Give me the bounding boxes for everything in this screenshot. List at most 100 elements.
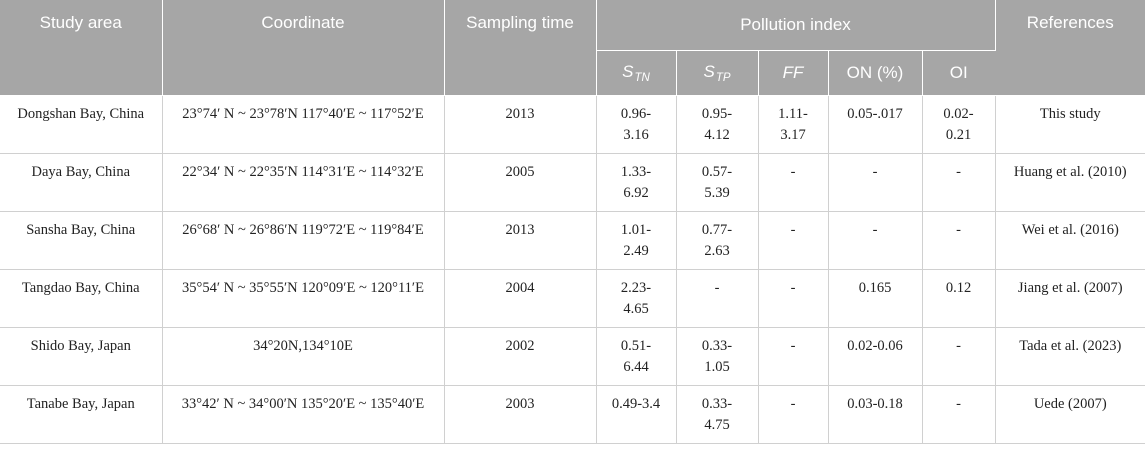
cell-on-line: 0.03-0.18 <box>847 396 903 412</box>
header-on: ON (%) <box>828 50 923 96</box>
cell-oi: - <box>922 153 996 212</box>
cell-ref: Uede (2007) <box>995 385 1145 444</box>
cell-ff-line: 3.17 <box>780 127 806 143</box>
cell-ref: Huang et al. (2010) <box>995 153 1145 212</box>
header-references: References <box>995 0 1145 96</box>
cell-stn-line: 1.33- <box>620 164 652 180</box>
cell-ff: - <box>758 153 829 212</box>
cell-stp-line: 0.95- <box>701 106 733 122</box>
cell-stn-line: 0.51- <box>620 338 652 354</box>
cell-ff-line: - <box>790 396 796 412</box>
cell-oi: 0.02- 0.21 <box>922 95 996 154</box>
cell-ff-line: - <box>790 222 796 238</box>
header-stp-main: S <box>703 62 715 81</box>
cell-stp-line: 0.77- <box>701 222 733 238</box>
cell-time: 2013 <box>444 95 597 154</box>
cell-stn-line: 1.01- <box>620 222 652 238</box>
cell-ref: Jiang et al. (2007) <box>995 269 1145 328</box>
cell-stp-line: 4.12 <box>704 127 730 143</box>
cell-stp-line: - <box>714 280 720 296</box>
cell-oi-line: - <box>956 222 961 238</box>
cell-coord: 34°20N,134°10E <box>162 327 445 386</box>
table-header: Study area Coordinate Sampling time Poll… <box>0 0 1145 96</box>
cell-stn-line: 0.49-3.4 <box>611 396 661 412</box>
cell-coord: 22°34′ N ~ 22°35′N 114°31′E ~ 114°32′E <box>162 153 445 212</box>
header-oi: OI <box>922 50 996 96</box>
cell-oi: - <box>922 385 996 444</box>
cell-stp: 0.77- 2.63 <box>676 211 759 270</box>
cell-ref: This study <box>995 95 1145 154</box>
cell-stp-line: 4.75 <box>704 417 730 433</box>
header-stn-main: S <box>622 62 634 81</box>
cell-oi: - <box>922 211 996 270</box>
cell-on-line: 0.165 <box>858 280 892 296</box>
cell-coord: 26°68′ N ~ 26°86′N 119°72′E ~ 119°84′E <box>162 211 445 270</box>
cell-stn-line: 6.92 <box>623 185 649 201</box>
cell-area: Daya Bay, China <box>0 153 163 212</box>
cell-on: 0.03-0.18 <box>828 385 923 444</box>
header-sampling-time: Sampling time <box>444 0 597 96</box>
cell-time: 2002 <box>444 327 597 386</box>
cell-oi-line: 0.12 <box>945 280 972 296</box>
header-pollution-index: Pollution index <box>596 0 996 51</box>
cell-area: Tanabe Bay, Japan <box>0 385 163 444</box>
header-ff: FF <box>758 50 829 96</box>
cell-stp-line: 2.63 <box>704 243 730 259</box>
cell-stp: 0.33- 1.05 <box>676 327 759 386</box>
cell-stp: 0.33- 4.75 <box>676 385 759 444</box>
cell-on: - <box>828 153 923 212</box>
cell-ff-line: - <box>790 338 796 354</box>
cell-stn-line: 0.96- <box>620 106 652 122</box>
cell-ff: - <box>758 211 829 270</box>
cell-stp-line: 0.33- <box>701 396 733 412</box>
cell-ref: Tada et al. (2023) <box>995 327 1145 386</box>
cell-on-line: 0.05-.017 <box>847 106 903 122</box>
cell-on: 0.02-0.06 <box>828 327 923 386</box>
cell-stp-line: 0.33- <box>701 338 733 354</box>
cell-ff: - <box>758 269 829 328</box>
cell-on-line: - <box>872 164 878 180</box>
cell-time: 2005 <box>444 153 597 212</box>
cell-ff-line: - <box>790 280 796 296</box>
cell-coord: 33°42′ N ~ 34°00′N 135°20′E ~ 135°40′E <box>162 385 445 444</box>
cell-time: 2013 <box>444 211 597 270</box>
header-stn-sub: TN <box>634 72 650 84</box>
cell-time: 2004 <box>444 269 597 328</box>
cell-stp: - <box>676 269 759 328</box>
cell-stn: 2.23- 4.65 <box>596 269 677 328</box>
table-row: Sansha Bay, China 26°68′ N ~ 26°86′N 119°… <box>0 211 1145 270</box>
cell-stp-line: 0.57- <box>701 164 733 180</box>
cell-oi-line: 0.02- <box>943 106 974 122</box>
cell-stn-line: 6.44 <box>623 359 649 375</box>
cell-on: 0.165 <box>828 269 923 328</box>
cell-ff: 1.11- 3.17 <box>758 95 829 154</box>
cell-stn: 0.51- 6.44 <box>596 327 677 386</box>
cell-stn: 0.49-3.4 <box>596 385 677 444</box>
cell-ff: - <box>758 385 829 444</box>
cell-oi: - <box>922 327 996 386</box>
table-row: Tanabe Bay, Japan 33°42′ N ~ 34°00′N 135°… <box>0 385 1145 444</box>
header-stn: STN <box>596 50 677 96</box>
cell-stn: 1.33- 6.92 <box>596 153 677 212</box>
cell-ff: - <box>758 327 829 386</box>
cell-on-line: - <box>872 222 878 238</box>
cell-area: Tangdao Bay, China <box>0 269 163 328</box>
header-stp-sub: TP <box>715 72 731 84</box>
cell-oi-line: - <box>956 396 961 412</box>
cell-on-line: 0.02-0.06 <box>847 338 903 354</box>
cell-time: 2003 <box>444 385 597 444</box>
cell-area: Sansha Bay, China <box>0 211 163 270</box>
table-body: Dongshan Bay, China 23°74′ N ~ 23°78′N 11… <box>0 95 1145 444</box>
cell-coord: 23°74′ N ~ 23°78′N 117°40′E ~ 117°52′E <box>162 95 445 154</box>
cell-ff-line: - <box>790 164 796 180</box>
cell-area: Dongshan Bay, China <box>0 95 163 154</box>
cell-stp: 0.57- 5.39 <box>676 153 759 212</box>
header-coordinate: Coordinate <box>162 0 445 96</box>
cell-stn-line: 2.49 <box>623 243 649 259</box>
header-study-area: Study area <box>0 0 163 96</box>
table-row: Tangdao Bay, China 35°54′ N ~ 35°55′N 120… <box>0 269 1145 328</box>
cell-coord: 35°54′ N ~ 35°55′N 120°09′E ~ 120°11′E <box>162 269 445 328</box>
cell-on: 0.05-.017 <box>828 95 923 154</box>
cell-stp-line: 1.05 <box>704 359 730 375</box>
cell-stp: 0.95- 4.12 <box>676 95 759 154</box>
